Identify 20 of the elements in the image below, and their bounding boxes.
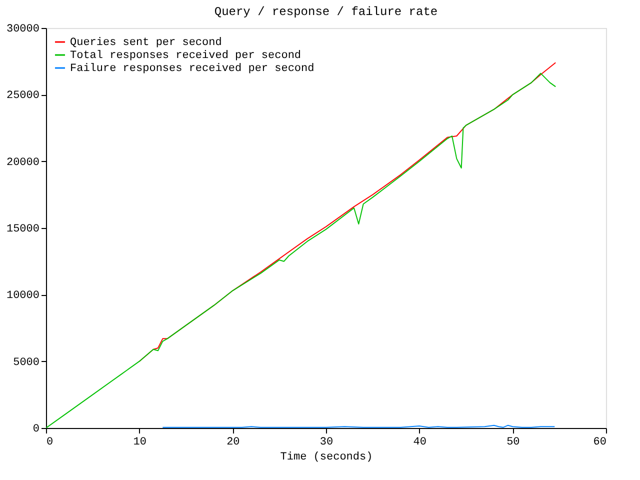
- x-tick-label: 20: [226, 436, 240, 448]
- y-tick-label: 15000: [6, 224, 40, 236]
- y-tick-label: 30000: [6, 24, 40, 36]
- y-tick-label: 0: [32, 424, 40, 436]
- x-tick-label: 0: [46, 436, 54, 448]
- x-tick-label: 10: [133, 436, 146, 448]
- legend-label: Queries sent per second: [70, 37, 222, 49]
- y-tick-label: 5000: [13, 356, 40, 369]
- x-tick-label: 30: [320, 436, 334, 448]
- x-tick-label: 40: [413, 436, 426, 448]
- x-tick-label: 60: [593, 436, 606, 448]
- legend-label: Total responses received per second: [70, 50, 302, 62]
- chart-title: Query / response / failure rate: [214, 5, 438, 19]
- x-tick-label: 50: [506, 436, 520, 448]
- legend-label: Failure responses received per second: [70, 63, 314, 75]
- line-series: [46, 72, 556, 428]
- y-tick-label: 25000: [6, 90, 40, 102]
- y-tick-label: 20000: [6, 156, 40, 169]
- x-axis-title: Time (seconds): [280, 452, 373, 464]
- y-tick-label: 10000: [6, 290, 40, 302]
